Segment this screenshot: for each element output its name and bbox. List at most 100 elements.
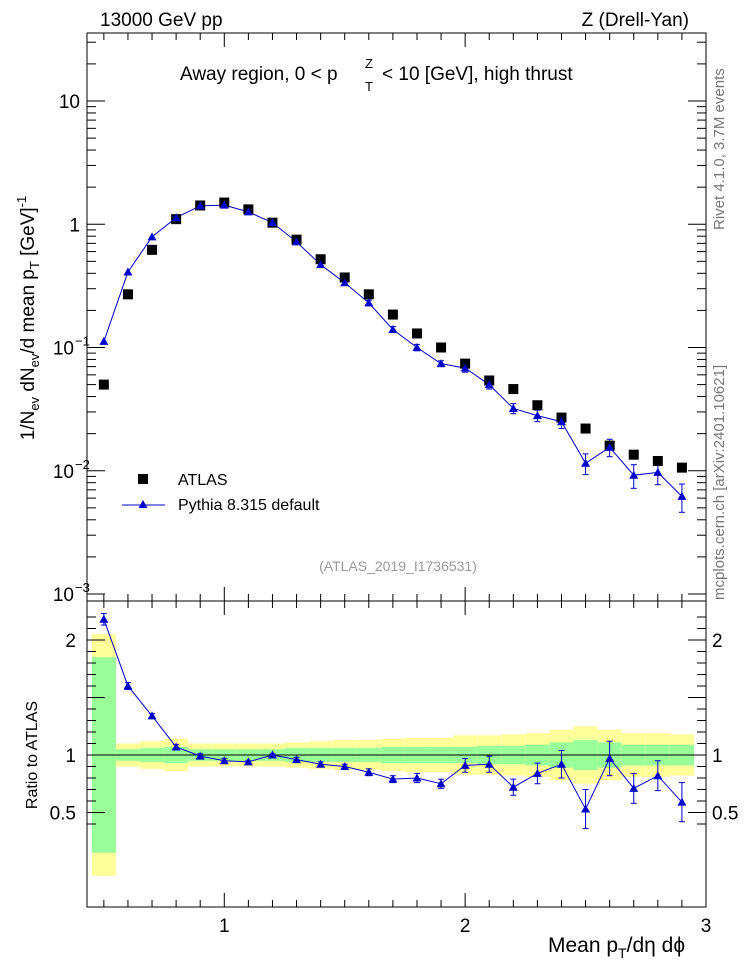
ratio-point <box>508 782 518 791</box>
pythia-point <box>412 343 422 351</box>
pythia-point <box>267 218 277 227</box>
ratio-point <box>99 614 109 623</box>
atlas-point <box>98 379 109 390</box>
pythia-point <box>364 298 374 307</box>
header-left-label: 13000 GeV pp <box>100 10 223 31</box>
pythia-point <box>556 417 566 426</box>
pythia-point <box>388 324 398 333</box>
atlas-point <box>387 309 398 320</box>
pythia-point <box>195 201 205 210</box>
ratio-point <box>460 760 470 769</box>
pythia-point <box>292 237 302 246</box>
pythia-point <box>581 458 591 467</box>
y-tick-label: 10 <box>59 92 80 113</box>
ratio-point <box>629 783 639 792</box>
ratio-point <box>267 750 277 759</box>
x-tick-label: 2 <box>460 916 471 937</box>
pythia-point <box>605 442 615 451</box>
pythia-point <box>677 491 687 500</box>
svg-text:T: T <box>365 79 373 94</box>
pythia-point <box>219 200 229 209</box>
ratio-point <box>219 756 229 765</box>
header-right-label: Z (Drell-Yan) <box>582 10 689 31</box>
pythia-point <box>171 213 181 222</box>
atlas-point <box>532 400 543 411</box>
ratio-point <box>316 759 326 768</box>
atlas-point <box>339 272 350 283</box>
legend-pythia-label: Pythia 8.315 default <box>178 497 320 514</box>
ratio-point <box>556 759 566 768</box>
pythia-point <box>123 267 133 276</box>
svg-text:Z: Z <box>365 56 373 71</box>
svg-text:1/Nev dNev/d mean pT [GeV]-1: 1/Nev dNev/d mean pT [GeV]-1 <box>14 196 42 441</box>
pythia-point <box>532 411 542 420</box>
atlas-point <box>676 462 687 473</box>
legend-atlas-marker <box>138 474 148 484</box>
pythia-point <box>243 207 253 216</box>
pythia-point <box>147 232 157 241</box>
analysis-label: (ATLAS_2019_I1736531) <box>319 558 477 574</box>
ratio-point <box>292 755 302 764</box>
atlas-point <box>652 455 663 466</box>
atlas-point <box>122 289 133 300</box>
ratio-point <box>364 767 374 776</box>
pythia-point <box>460 363 470 372</box>
ratio-y-tick-label-right: 2 <box>712 631 723 652</box>
ratio-point <box>677 797 687 806</box>
pythia-point <box>316 260 326 269</box>
pythia-point <box>653 467 663 476</box>
atlas-point <box>436 342 447 353</box>
ratio-point <box>340 762 350 770</box>
ratio-point <box>653 771 663 780</box>
pythia-point <box>484 380 494 389</box>
ratio-point <box>532 768 542 777</box>
atlas-point <box>411 328 422 339</box>
y-axis-label: 1/Nev dNev/d mean pT [GeV]-1 <box>14 196 42 441</box>
pythia-point <box>436 359 446 368</box>
svg-text:< 10 [GeV], high thrust: < 10 [GeV], high thrust <box>382 64 573 85</box>
ratio-y-tick-label-right: 1 <box>712 746 723 767</box>
side-rivet-label: Rivet 4.1.0, 3.7M events <box>711 68 728 230</box>
ratio-y-tick-label: 2 <box>65 631 76 652</box>
ratio-point <box>436 779 446 788</box>
x-axis-label: Mean pT/dη dϕ <box>548 934 685 961</box>
atlas-point <box>628 449 639 460</box>
y-tick-exponent: −1 <box>75 334 90 349</box>
y-tick-label: 10 <box>53 462 74 483</box>
ratio-point <box>484 759 494 768</box>
atlas-point <box>460 358 471 369</box>
atlas-point <box>508 384 519 395</box>
x-tick-label: 1 <box>219 916 230 937</box>
ratio-y-axis-label: Ratio to ATLAS <box>24 701 41 809</box>
y-tick-exponent: −3 <box>75 580 90 595</box>
side-mcplots-label: mcplots.cern.ch [arXiv:2401.10621] <box>711 365 728 600</box>
ratio-y-tick-label-right: 0.5 <box>712 804 738 825</box>
pythia-line <box>103 204 683 497</box>
y-tick-label: 10 <box>53 339 74 360</box>
ratio-y-tick-label: 0.5 <box>50 804 76 825</box>
svg-text:Mean pT/dη dϕ: Mean pT/dη dϕ <box>548 934 685 961</box>
ratio-point <box>388 774 398 783</box>
atlas-point <box>580 423 591 434</box>
legend: ATLAS Pythia 8.315 default <box>122 472 320 514</box>
y-tick-label: 10 <box>53 585 74 606</box>
ratio-point <box>123 681 133 690</box>
ratio-point <box>605 753 615 762</box>
atlas-point <box>147 244 158 255</box>
ratio-point <box>195 751 205 760</box>
legend-pythia-marker <box>138 500 148 508</box>
ratio-point <box>412 773 422 782</box>
ratio-point <box>147 711 157 720</box>
pythia-point <box>508 403 518 412</box>
plot-title: Away region, 0 < p Z T < 10 [GeV], high … <box>180 56 573 94</box>
pythia-point <box>340 278 350 287</box>
ratio-point <box>171 742 181 751</box>
ratio-y-tick-label: 1 <box>65 746 76 767</box>
ratio-point <box>243 757 253 766</box>
atlas-point <box>315 254 326 265</box>
pythia-point <box>99 336 109 345</box>
y-tick-exponent: −2 <box>75 457 90 472</box>
ratio-plot-frame <box>86 600 707 908</box>
